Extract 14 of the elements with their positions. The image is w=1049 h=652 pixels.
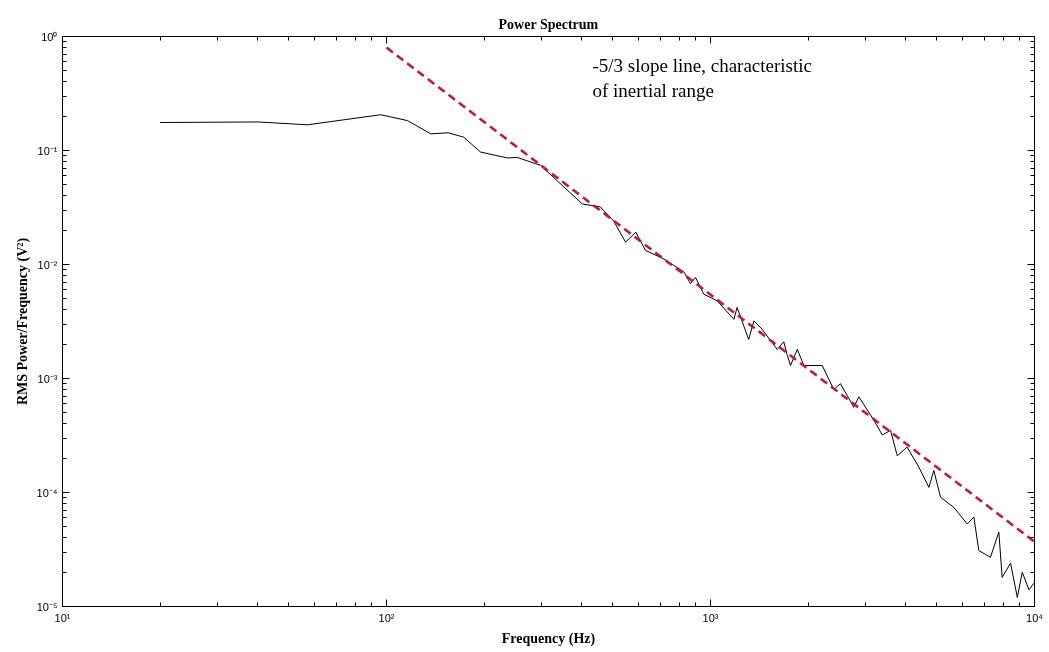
y-tick-label: 10⁰: [41, 30, 58, 43]
y-tick-label: 10⁻²: [37, 258, 58, 271]
annotation: -5/3 slope line, characteristic of inertial range: [592, 54, 812, 101]
x-tick-label: 10³: [702, 611, 719, 624]
x-tick-label: 10¹: [54, 611, 71, 624]
y-tick-label: 10⁻³: [37, 372, 58, 385]
y-tick-label: 10⁻¹: [37, 144, 58, 157]
x-axis-title: Frequency (Hz): [501, 630, 596, 647]
y-tick-label: 10⁻⁵: [36, 600, 58, 613]
x-tick-label: 10²: [378, 611, 395, 624]
x-tick-label: 10⁴: [1026, 611, 1044, 624]
chart-title: Power Spectrum: [498, 16, 599, 32]
y-axis-title: RMS Power/Frequency (V²): [14, 237, 31, 406]
y-tick-label: 10⁻⁴: [36, 486, 58, 499]
